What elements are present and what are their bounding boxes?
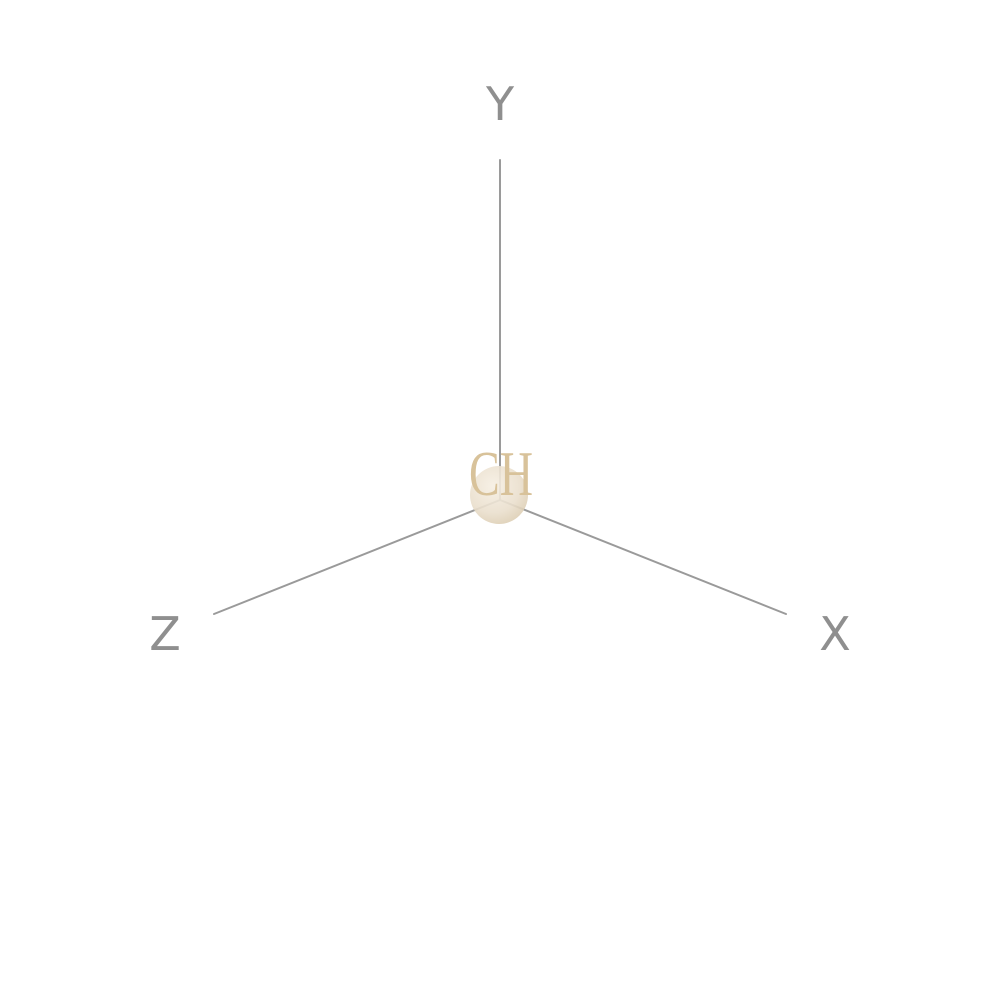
z-axis-line [213,499,501,615]
atom-sphere[interactable] [470,466,528,524]
axis-lines [213,159,787,615]
atom-label: CH [469,439,533,510]
x-axis-label: X [819,607,851,661]
y-axis-label: Y [485,77,515,131]
x-axis-line [499,499,787,615]
z-axis-label: Z [149,607,181,661]
